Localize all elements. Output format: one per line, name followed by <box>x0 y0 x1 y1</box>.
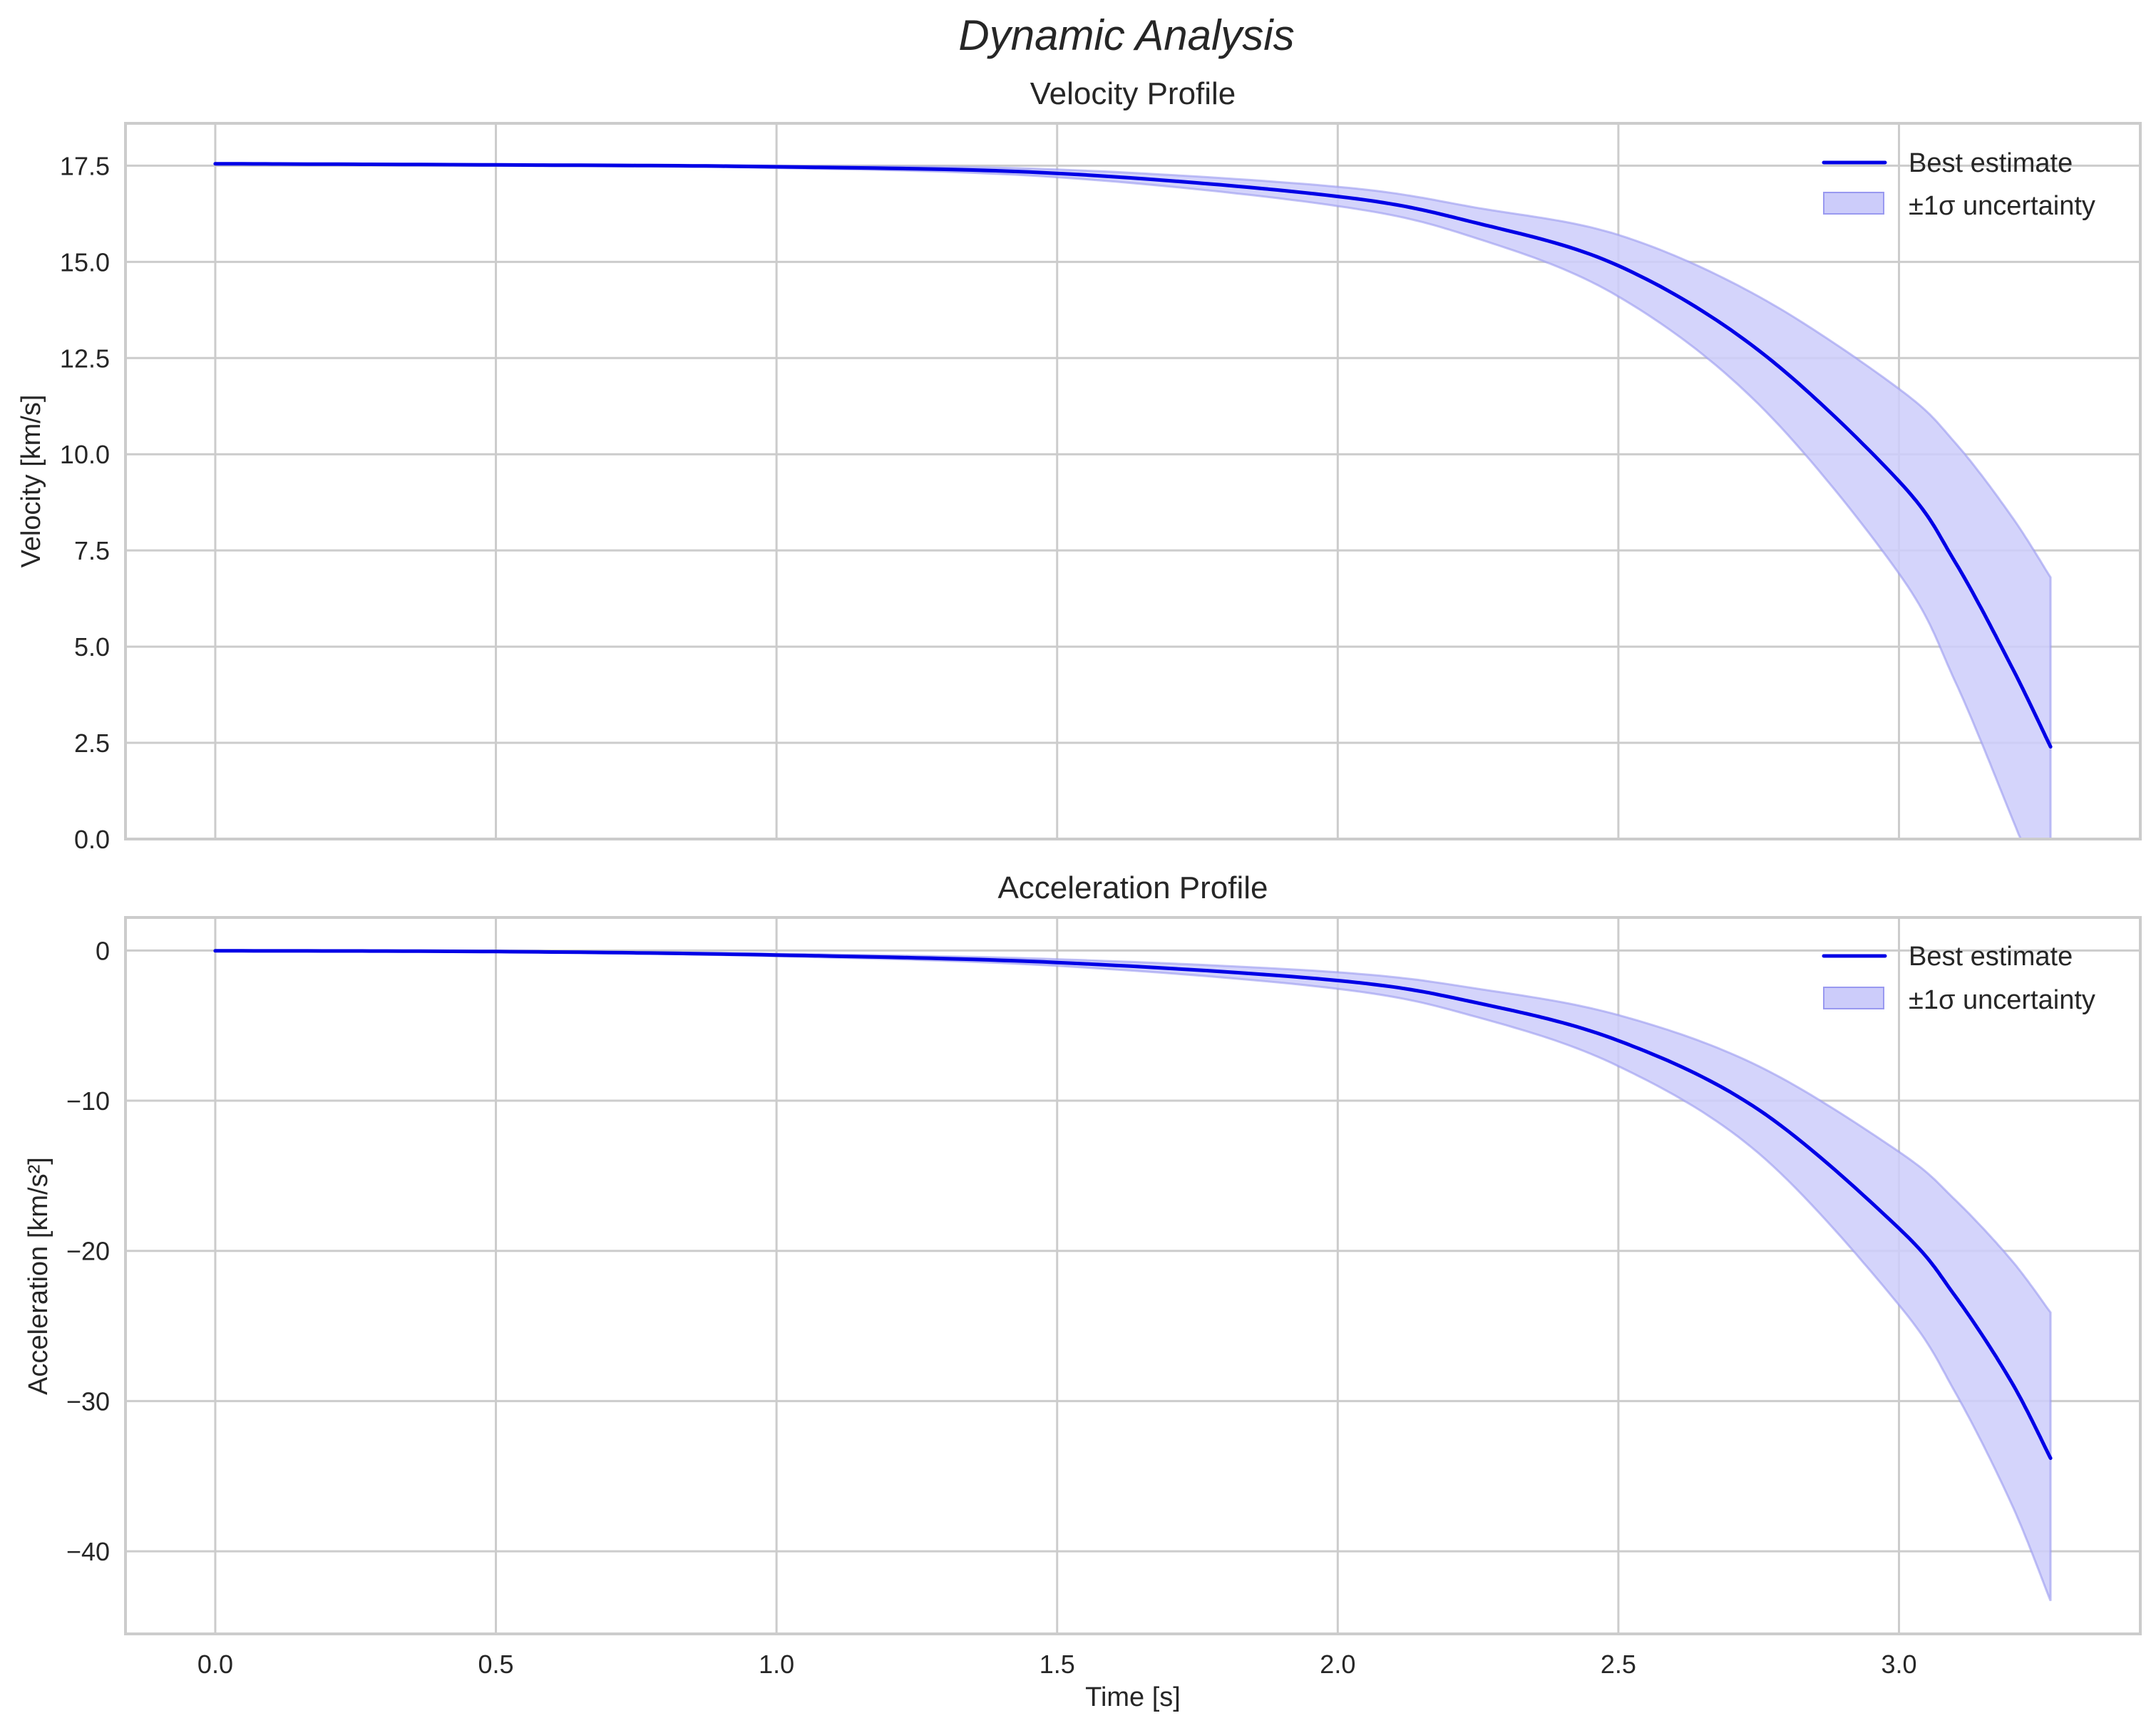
legend-label-best-estimate: Best estimate <box>1909 942 2073 972</box>
acceleration-plot-title: Acceleration Profile <box>997 870 1268 905</box>
acceleration-gridlines <box>125 917 2140 1634</box>
legend-band-swatch <box>1823 987 1884 1009</box>
y-tick-label: 15.0 <box>60 247 110 277</box>
x-tick-label: 0.5 <box>478 1650 514 1679</box>
y-tick-label: 5.0 <box>74 632 110 662</box>
velocity-y-tick-labels: 0.0 2.5 5.0 7.5 10.0 12.5 15.0 17.5 <box>60 151 110 854</box>
figure-suptitle: Dynamic Analysis <box>958 11 1294 59</box>
acceleration-axes-frame <box>124 916 2142 1635</box>
y-tick-label: 17.5 <box>60 151 110 180</box>
x-axis-label: Time [s] <box>1085 1682 1181 1712</box>
best-estimate-curve <box>213 949 2053 1460</box>
y-tick-label: 12.5 <box>60 344 110 373</box>
x-tick-label: 0.0 <box>197 1650 233 1679</box>
x-tick-label: 2.5 <box>1601 1650 1636 1679</box>
y-tick-label: 0.0 <box>74 825 110 854</box>
best-estimate-curve <box>213 162 2053 749</box>
acceleration-y-tick-labels: 0 −10 −20 −30 −40 <box>66 936 110 1566</box>
velocity-legend: Best estimate ±1σ uncertainty <box>1822 148 2095 221</box>
y-tick-label: −30 <box>66 1387 110 1416</box>
x-tick-label: 1.0 <box>759 1650 794 1679</box>
acceleration-best-estimate-line <box>213 949 2053 1460</box>
legend-label-best-estimate: Best estimate <box>1909 148 2073 178</box>
y-tick-label: −20 <box>66 1237 110 1266</box>
y-tick-label: 0 <box>96 936 110 965</box>
y-tick-label: 2.5 <box>74 729 110 758</box>
velocity-axes: Velocity Profile 0.0 2.5 5.0 7.5 10.0 12.5 15.… <box>16 76 2142 854</box>
velocity-best-estimate-line <box>213 162 2053 749</box>
acceleration-legend: Best estimate ±1σ uncertainty <box>1822 942 2095 1015</box>
velocity-y-axis-label: Velocity [km/s] <box>16 395 46 568</box>
acceleration-uncertainty-band <box>215 950 2052 1602</box>
uncertainty-band-area <box>215 950 2052 1602</box>
x-tick-label: 1.5 <box>1040 1650 1075 1679</box>
y-tick-label: −10 <box>66 1086 110 1116</box>
legend-label-uncertainty: ±1σ uncertainty <box>1909 985 2095 1015</box>
velocity-axes-frame <box>124 122 2142 840</box>
velocity-plot-title: Velocity Profile <box>1030 76 1236 111</box>
uncertainty-band-area <box>214 162 2052 840</box>
y-tick-label: 7.5 <box>74 536 110 565</box>
x-tick-label: 2.0 <box>1320 1650 1355 1679</box>
legend-band-swatch <box>1823 192 1884 215</box>
y-tick-label: 10.0 <box>60 440 110 469</box>
acceleration-y-axis-label: Acceleration [km/s²] <box>24 1157 53 1395</box>
acceleration-x-tick-labels: 0.0 0.5 1.0 1.5 2.0 2.5 3.0 <box>197 1650 1917 1679</box>
x-tick-label: 3.0 <box>1881 1650 1916 1679</box>
legend-label-uncertainty: ±1σ uncertainty <box>1909 191 2095 221</box>
acceleration-axes: Acceleration Profile 0−10−20−30−40 0.0 0.… <box>24 870 2142 1712</box>
y-tick-label: −40 <box>66 1537 110 1566</box>
velocity-uncertainty-band <box>214 162 2052 840</box>
